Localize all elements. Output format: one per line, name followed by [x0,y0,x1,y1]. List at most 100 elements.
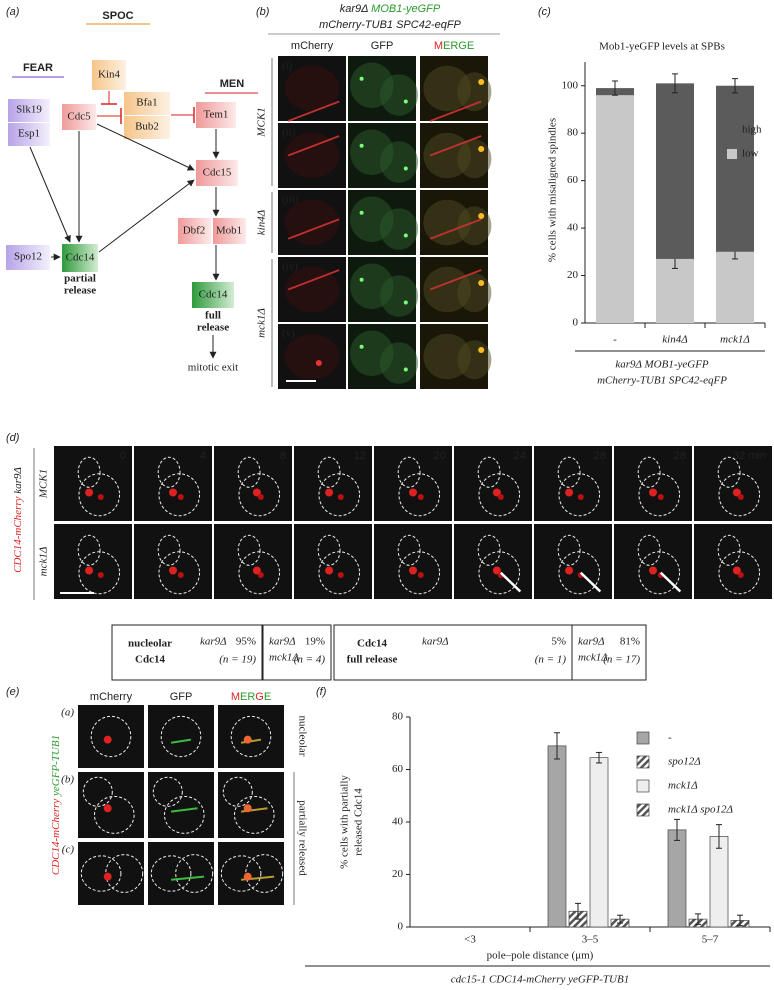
cell-outline [157,456,181,488]
bar [667,829,687,928]
cell-outline [557,534,581,566]
x-tick-label: <3 [464,934,476,946]
cell-outline [284,65,340,112]
cell-outline [558,551,601,595]
cell-outline [105,854,144,893]
cell-outline [379,342,419,384]
protein-label: full [205,310,221,322]
protein-label: Mob1 [216,225,242,237]
row-label: (iv) [282,261,298,273]
column-header: mCherry [90,691,133,703]
cell-outline [220,855,262,892]
cell-outline [78,551,121,595]
signal [478,79,485,85]
row-label: (b) [61,774,74,786]
signal [403,233,408,238]
label: mCherry-TUB1 SPC42-eqFP [319,19,461,31]
protein-label: Cdc15 [203,167,232,179]
label-part: CDC14-mCherry [50,799,62,876]
cell-outline [379,208,419,250]
micrograph [148,842,214,905]
cell-outline [637,456,661,488]
signal [103,804,112,813]
cell-outline [158,473,201,517]
signal [565,488,574,497]
signal [577,494,584,500]
arrow [29,146,71,243]
time-label: 32 min [733,450,766,462]
signal [492,566,501,575]
strain-label: mck1Δ [256,308,268,338]
time-label: 20 [434,450,446,462]
table-strain: kar9Δ [422,636,449,648]
label-part: E [467,40,474,52]
table-cell [333,624,573,681]
cell-outline [478,551,521,595]
signal [103,872,112,881]
signal [417,572,424,578]
legend-swatch [636,803,650,817]
protein-box [8,123,50,146]
x-tick-label: - [613,334,617,346]
spindle [170,807,198,813]
cell-outline [717,534,741,566]
table-cell [571,624,647,681]
y-tick-label: 40 [567,222,579,234]
legend-swatch [636,779,650,793]
arrow [98,179,195,253]
signal [177,572,184,578]
signal [325,488,334,497]
signal [732,566,741,575]
cell-outline [90,715,132,758]
legend-swatch [636,755,650,769]
cell-outline [238,473,281,517]
signal [492,488,501,497]
protein-label: Tem1 [204,109,229,121]
legend-swatch [727,125,737,135]
cell-outline [238,551,281,595]
table-percent: 95% [236,636,256,648]
protein-label: Bub2 [135,121,159,133]
bar-segment [656,258,694,323]
table-percent: 5% [551,636,566,648]
signal [497,494,504,500]
row-label: MCK1 [38,469,50,499]
signal [243,735,252,744]
signal [315,360,322,366]
protein-box [178,218,211,244]
strain-label: kin4Δ [256,210,268,235]
row-label: (a) [61,707,74,719]
legend-label: low [742,148,759,160]
cell-outline [230,715,272,758]
row-label: (v) [282,328,295,340]
table-heading: nucleolar [128,638,172,650]
x-axis-label: pole–pole distance (μm) [487,950,594,962]
cell-outline [157,534,181,566]
cell-outline [80,855,122,892]
cell-outline [717,456,741,488]
strain-label: cdc15-1 CDC14-mCherry yeGFP-TUB1 [451,974,629,986]
side-label: CDC14-mCherry kar9Δ [12,467,24,573]
label-part: E [264,691,271,703]
cell-outline [457,273,492,313]
y-axis-label: % cells with partially [339,775,351,869]
spindle [287,100,340,122]
cell-outline [78,473,121,517]
row-label: (ii) [282,127,296,139]
protein-label: Dbf2 [183,225,206,237]
signal [478,347,485,353]
signal [97,572,104,578]
table-percent: 19% [305,636,325,648]
signal [169,566,177,575]
arrow [499,571,522,593]
cell-outline [398,473,441,517]
micrograph [218,772,284,838]
bar-segment [656,83,694,259]
cell-outline [318,551,361,595]
panel-label: (a) [6,6,20,18]
micrograph [614,524,692,599]
legend-label: high [742,124,762,136]
micrograph [54,524,132,599]
signal [243,872,252,881]
signal [103,735,112,744]
